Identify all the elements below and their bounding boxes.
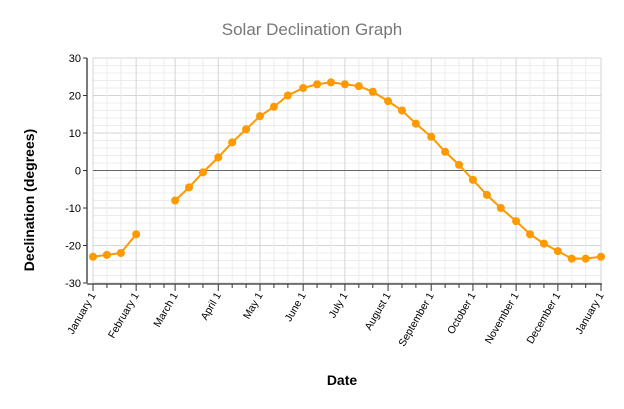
data-point bbox=[326, 78, 335, 87]
data-point bbox=[228, 138, 237, 147]
x-tick-label: December 1 bbox=[524, 290, 563, 346]
data-point bbox=[539, 239, 548, 248]
data-point bbox=[340, 80, 349, 89]
y-tick-label: -10 bbox=[65, 203, 81, 215]
data-point bbox=[269, 102, 278, 111]
data-point bbox=[116, 249, 125, 257]
y-axis-label: Declination (degrees) bbox=[21, 129, 37, 271]
x-tick-label: February 1 bbox=[106, 290, 142, 340]
x-tick-label: June 1 bbox=[283, 290, 309, 323]
data-point bbox=[455, 160, 464, 169]
data-point bbox=[581, 254, 590, 263]
data-point bbox=[567, 254, 576, 263]
data-point bbox=[102, 250, 111, 259]
data-point bbox=[482, 190, 491, 199]
data-point bbox=[242, 125, 251, 134]
y-tick-label: -20 bbox=[65, 241, 81, 253]
x-tick-label: May 1 bbox=[241, 290, 266, 321]
data-point bbox=[313, 80, 322, 89]
data-point bbox=[171, 196, 180, 205]
data-point bbox=[283, 91, 292, 100]
x-tick-label: March 1 bbox=[151, 290, 180, 329]
data-point bbox=[427, 132, 436, 141]
data-point bbox=[441, 147, 450, 156]
data-point bbox=[368, 87, 377, 96]
x-tick-label: October 1 bbox=[445, 290, 479, 336]
data-point bbox=[299, 84, 308, 92]
data-point bbox=[512, 217, 521, 226]
x-tick-label: January 1 bbox=[65, 290, 99, 336]
data-point bbox=[198, 168, 207, 177]
chart-title: Solar Declination Graph bbox=[222, 20, 402, 39]
x-tick-label: April 1 bbox=[199, 290, 224, 322]
data-point bbox=[185, 183, 194, 192]
data-point bbox=[468, 175, 477, 184]
x-tick-label: September 1 bbox=[396, 290, 437, 348]
data-point bbox=[553, 247, 562, 256]
data-point bbox=[256, 112, 265, 121]
data-point bbox=[89, 252, 97, 261]
x-tick-label: July 1 bbox=[326, 290, 350, 320]
y-tick-label: 0 bbox=[75, 166, 81, 178]
data-point bbox=[411, 119, 420, 128]
x-axis-label: Date bbox=[327, 372, 358, 388]
x-tick-label: January 1 bbox=[573, 290, 607, 336]
data-point bbox=[526, 230, 535, 239]
data-point bbox=[384, 97, 393, 106]
y-tick-label: -30 bbox=[65, 278, 81, 290]
data-point bbox=[397, 106, 406, 115]
x-tick-label: August 1 bbox=[363, 290, 394, 332]
data-point bbox=[354, 82, 363, 91]
series-line bbox=[92, 233, 137, 258]
data-point bbox=[132, 230, 141, 239]
data-point bbox=[496, 204, 505, 212]
x-tick-label: November 1 bbox=[483, 290, 522, 346]
y-tick-label: 20 bbox=[69, 91, 81, 103]
data-point bbox=[597, 252, 605, 261]
y-tick-label: 30 bbox=[69, 53, 81, 65]
y-tick-label: 10 bbox=[69, 128, 81, 140]
data-point bbox=[214, 153, 223, 162]
